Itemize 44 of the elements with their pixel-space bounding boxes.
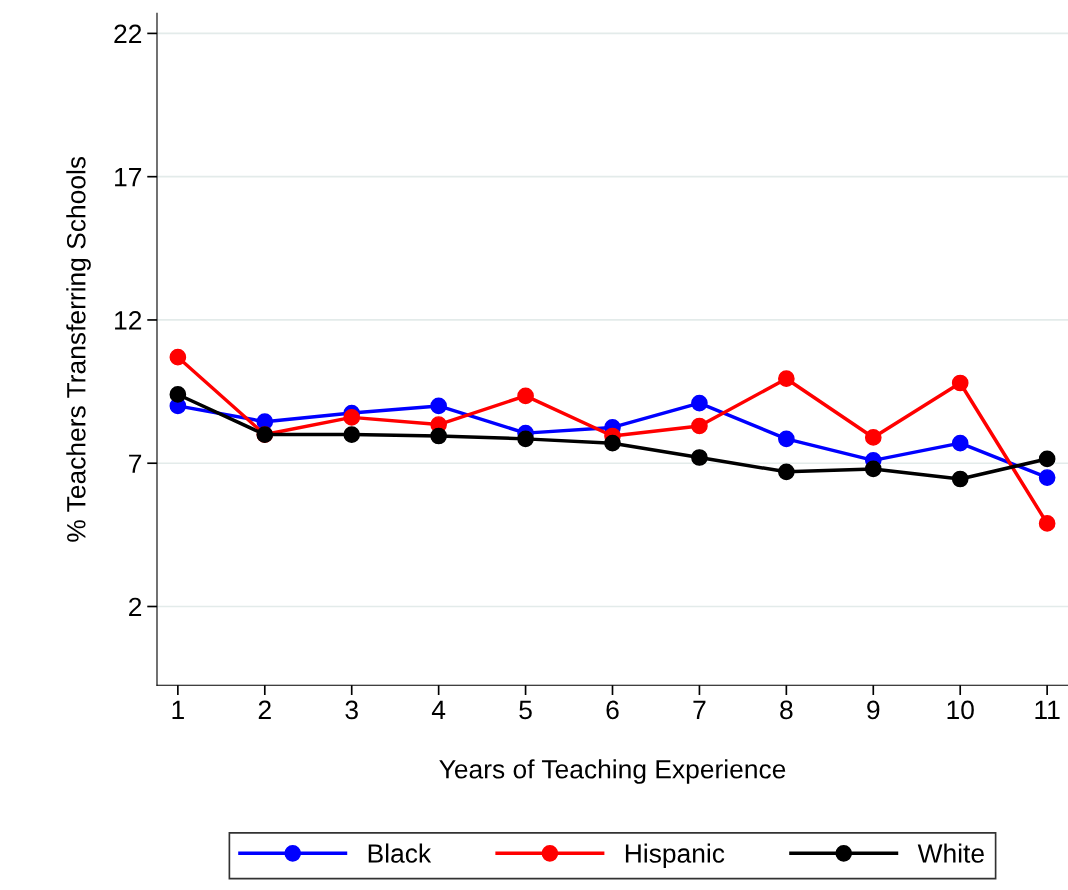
x-tick-label: 3 xyxy=(345,700,358,720)
y-tick-label: 17 xyxy=(115,168,142,187)
point xyxy=(864,429,882,446)
x-tick-label: 7 xyxy=(693,700,706,720)
legend-label: Hispanic xyxy=(625,843,725,869)
point xyxy=(951,374,969,392)
point xyxy=(864,460,882,478)
x-tick-label: 2 xyxy=(258,700,271,720)
point xyxy=(169,348,187,366)
x-tick-label: 5 xyxy=(519,700,532,720)
legend-label: White xyxy=(917,843,984,863)
point xyxy=(778,370,795,388)
point xyxy=(517,430,534,448)
x-tick-label: 9 xyxy=(867,700,880,720)
point xyxy=(430,397,447,415)
x-tick-label: 10 xyxy=(947,700,974,720)
point xyxy=(691,417,708,435)
point xyxy=(1038,469,1056,486)
point xyxy=(169,386,187,403)
y-tick-label: 7 xyxy=(129,454,142,473)
point xyxy=(517,387,534,405)
point xyxy=(1038,450,1056,468)
point xyxy=(951,434,969,452)
y-tick-label: 2 xyxy=(129,597,142,617)
x-tick-label: 1 xyxy=(172,700,184,720)
point xyxy=(691,394,708,412)
point xyxy=(778,463,795,481)
x-axis-title: Years of Teaching Experience xyxy=(439,759,786,784)
point xyxy=(951,470,969,488)
x-tick-label: 11 xyxy=(1035,700,1060,720)
point xyxy=(1038,515,1056,532)
point xyxy=(430,427,447,445)
point xyxy=(604,434,621,452)
y-tick-label: 12 xyxy=(115,311,142,330)
x-tick-label: 6 xyxy=(606,700,619,720)
x-tick-label: 8 xyxy=(780,700,793,720)
point xyxy=(778,430,795,448)
point xyxy=(691,449,708,466)
y-axis-title: % Teachers Transferring Schools xyxy=(66,156,91,542)
point xyxy=(343,409,361,426)
y-tick-label: 22 xyxy=(114,24,142,43)
point xyxy=(343,426,361,443)
x-tick-label: 4 xyxy=(431,700,446,720)
legend-label: Black xyxy=(368,843,432,863)
